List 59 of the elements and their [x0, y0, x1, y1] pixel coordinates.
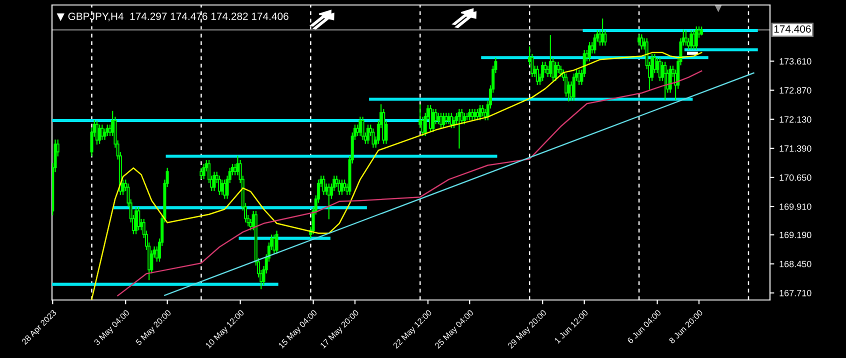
candlestick — [366, 124, 370, 144]
candlestick — [200, 168, 203, 180]
candlestick — [272, 234, 276, 254]
candlestick — [462, 112, 466, 124]
candlestick — [137, 207, 140, 230]
candlestick — [432, 108, 435, 132]
candlestick — [202, 164, 206, 180]
candlestick — [466, 112, 469, 120]
candlestick — [684, 30, 688, 46]
candlestick — [322, 176, 326, 195]
candlestick — [640, 34, 644, 50]
candlestick — [481, 105, 484, 116]
candlestick — [541, 62, 544, 81]
candlestick — [106, 124, 109, 136]
candlestick — [664, 62, 667, 100]
y-tick-label: 169.190 — [780, 232, 812, 238]
y-tick-label: 172.130 — [780, 116, 812, 123]
candlestick — [473, 108, 476, 120]
candlestick — [444, 112, 448, 124]
candlestick — [476, 108, 479, 120]
y-tick-label: 168.450 — [780, 260, 812, 268]
candlestick — [452, 116, 456, 128]
y-tick-label: 167.710 — [780, 290, 812, 296]
y-tick-label: 172.870 — [780, 87, 812, 94]
candlestick — [361, 116, 364, 140]
candlestick — [470, 108, 474, 120]
candlestick — [658, 58, 662, 81]
candlestick — [668, 66, 672, 93]
ref-line-label: 174.406 — [774, 25, 811, 33]
candlestick — [468, 108, 472, 120]
candlestick — [343, 180, 346, 191]
candlestick — [442, 112, 446, 128]
text: GBPJPY,H4 174.297 174.476 174.282 174.406 — [68, 12, 288, 22]
candlestick — [593, 34, 596, 54]
candlestick — [694, 26, 698, 50]
candlestick — [372, 128, 375, 148]
y-tick-label: 173.610 — [780, 58, 812, 65]
y-tick-label: 171.390 — [780, 145, 812, 152]
candlestick — [536, 66, 539, 85]
candlestick — [223, 180, 226, 199]
candlestick — [588, 42, 592, 62]
candlestick — [436, 112, 440, 124]
candlestick — [340, 180, 344, 195]
candlestick — [638, 34, 641, 46]
y-tick-label: 170.650 — [780, 174, 812, 181]
candlestick — [100, 124, 104, 140]
candlestick — [478, 105, 482, 120]
candlestick — [358, 116, 362, 136]
candlestick — [275, 230, 278, 254]
candlestick — [212, 172, 216, 191]
candlestick — [559, 66, 562, 78]
candlestick — [450, 112, 453, 128]
y-tick-label: 169.910 — [780, 203, 812, 210]
candlestick — [572, 74, 576, 101]
candlestick — [554, 62, 558, 81]
candlestick — [447, 112, 450, 124]
candlestick — [103, 128, 106, 140]
candlestick — [690, 30, 693, 50]
candlestick — [458, 108, 461, 149]
